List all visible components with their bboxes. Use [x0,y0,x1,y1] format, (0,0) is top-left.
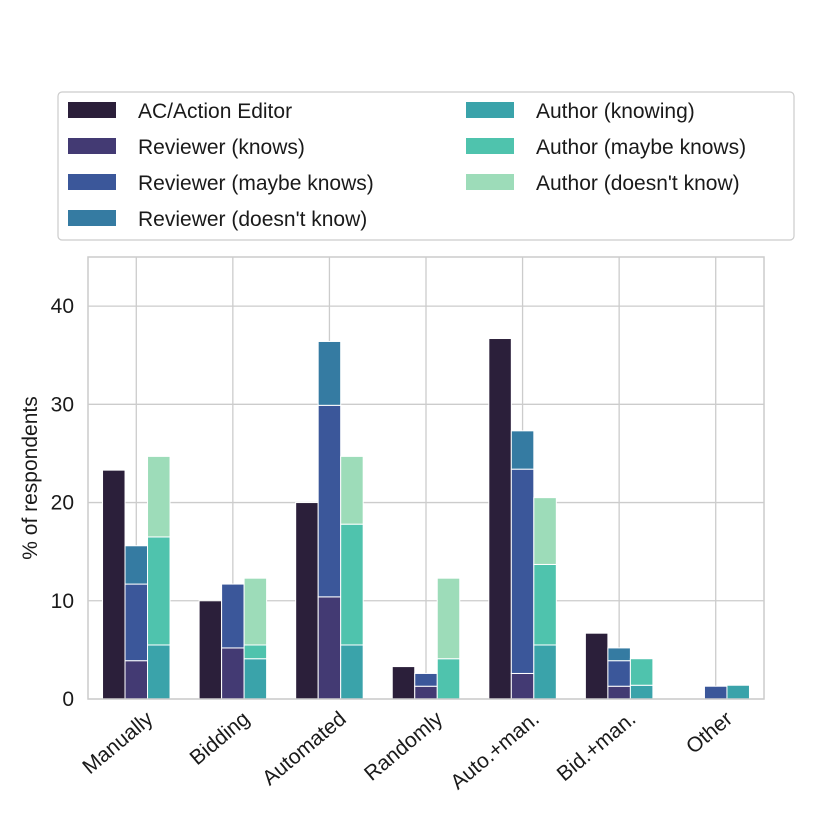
bar-bid-man-author-knowing [629,684,654,700]
bar-manually-ac-action-editor [102,469,126,700]
bar-automated-reviewer-maybe-knows [317,404,342,598]
bar-manually-reviewer-doesn-t-know [124,545,149,585]
x-tick-label-randomly: Randomly [360,707,448,786]
x-tick-label-auto-man: Auto.+man. [446,707,544,794]
bar-bidding-ac-action-editor [198,600,223,700]
bar-bidding-reviewer-knows [221,647,245,700]
bar-automated-reviewer-doesn-t-know [317,340,342,406]
plot-frame [87,256,765,700]
bar-bid-man-reviewer-knows [607,685,631,700]
x-tick-label-automated: Automated [258,707,351,790]
bar-randomly-author-doesn-t-know [436,577,461,660]
x-tick-label-other: Other [682,707,737,758]
bar-automated-reviewer-knows [317,596,342,700]
legend-label-author-doesn-t-know: Author (doesn't know) [536,172,740,195]
legend-label-reviewer-maybe-knows: Reviewer (maybe knows) [138,172,374,195]
bar-automated-author-maybe-knows [340,523,364,646]
bar-randomly-author-maybe-knows [436,658,461,700]
bar-auto-man-author-maybe-knows [533,563,557,646]
y-tick-label: 0 [62,688,74,711]
bar-randomly-reviewer-knows [414,685,438,700]
bar-bid-man-reviewer-maybe-knows [607,660,631,687]
bar-automated-author-knowing [340,644,364,700]
bar-auto-man-reviewer-doesn-t-know [510,430,535,470]
bar-auto-man-reviewer-knows [510,672,535,700]
bar-manually-reviewer-maybe-knows [124,583,149,662]
y-tick-label: 40 [51,295,74,318]
bar-other-author-knowing [726,684,750,700]
legend-swatch-ac-action-editor [68,102,116,118]
y-tick-label: 10 [51,590,74,613]
bar-auto-man-ac-action-editor [488,338,512,700]
legend-swatch-author-knowing [466,102,514,118]
bar-manually-author-doesn-t-know [147,455,171,538]
bar-bidding-author-doesn-t-know [243,577,268,646]
y-axis-label: % of respondents [19,396,42,559]
legend-label-author-knowing: Author (knowing) [536,100,695,123]
legend-swatch-author-maybe-knows [466,138,514,154]
legend-swatch-reviewer-maybe-knows [68,174,116,190]
bar-bid-man-author-maybe-knows [629,658,654,686]
legend: AC/Action Editor Reviewer (knows) Reviewer… [57,91,795,241]
bar-auto-man-reviewer-maybe-knows [510,468,535,674]
legend-label-reviewer-doesn-t-know: Reviewer (doesn't know) [138,208,367,231]
bar-randomly-reviewer-maybe-knows [414,672,438,687]
bar-manually-author-knowing [147,644,171,700]
legend-label-author-maybe-knows: Author (maybe knows) [536,136,746,159]
bar-other-reviewer-maybe-knows [703,685,728,700]
x-tick-label-manually: Manually [78,707,158,779]
bar-auto-man-author-knowing [533,644,557,700]
bar-randomly-ac-action-editor [391,666,416,700]
bar-bidding-author-knowing [243,658,268,700]
legend-swatch-reviewer-doesn-t-know [68,210,116,226]
bar-automated-author-doesn-t-know [340,455,364,525]
legend-label-ac-action-editor: AC/Action Editor [138,100,292,123]
bar-bid-man-reviewer-doesn-t-know [607,647,631,662]
legend-swatch-author-doesn-t-know [466,174,514,190]
bar-bidding-reviewer-maybe-knows [221,583,245,649]
bar-auto-man-author-doesn-t-know [533,497,557,565]
bar-automated-ac-action-editor [295,502,319,700]
bar-manually-author-maybe-knows [147,536,171,646]
x-tick-label-bidding: Bidding [186,707,254,770]
bar-bid-man-ac-action-editor [584,632,609,700]
plot-area: 0 10 20 30 40 Manually Bidding Automated Random… [19,256,765,794]
bar-manually-reviewer-knows [124,660,149,700]
y-tick-label: 20 [51,492,74,515]
legend-frame [57,91,795,241]
y-tick-label: 30 [51,393,74,416]
legend-label-reviewer-knows: Reviewer (knows) [138,136,305,159]
legend-swatch-reviewer-knows [68,138,116,154]
bar-bidding-author-maybe-knows [243,644,268,660]
x-tick-label-bid-man: Bid.+man. [553,707,641,786]
